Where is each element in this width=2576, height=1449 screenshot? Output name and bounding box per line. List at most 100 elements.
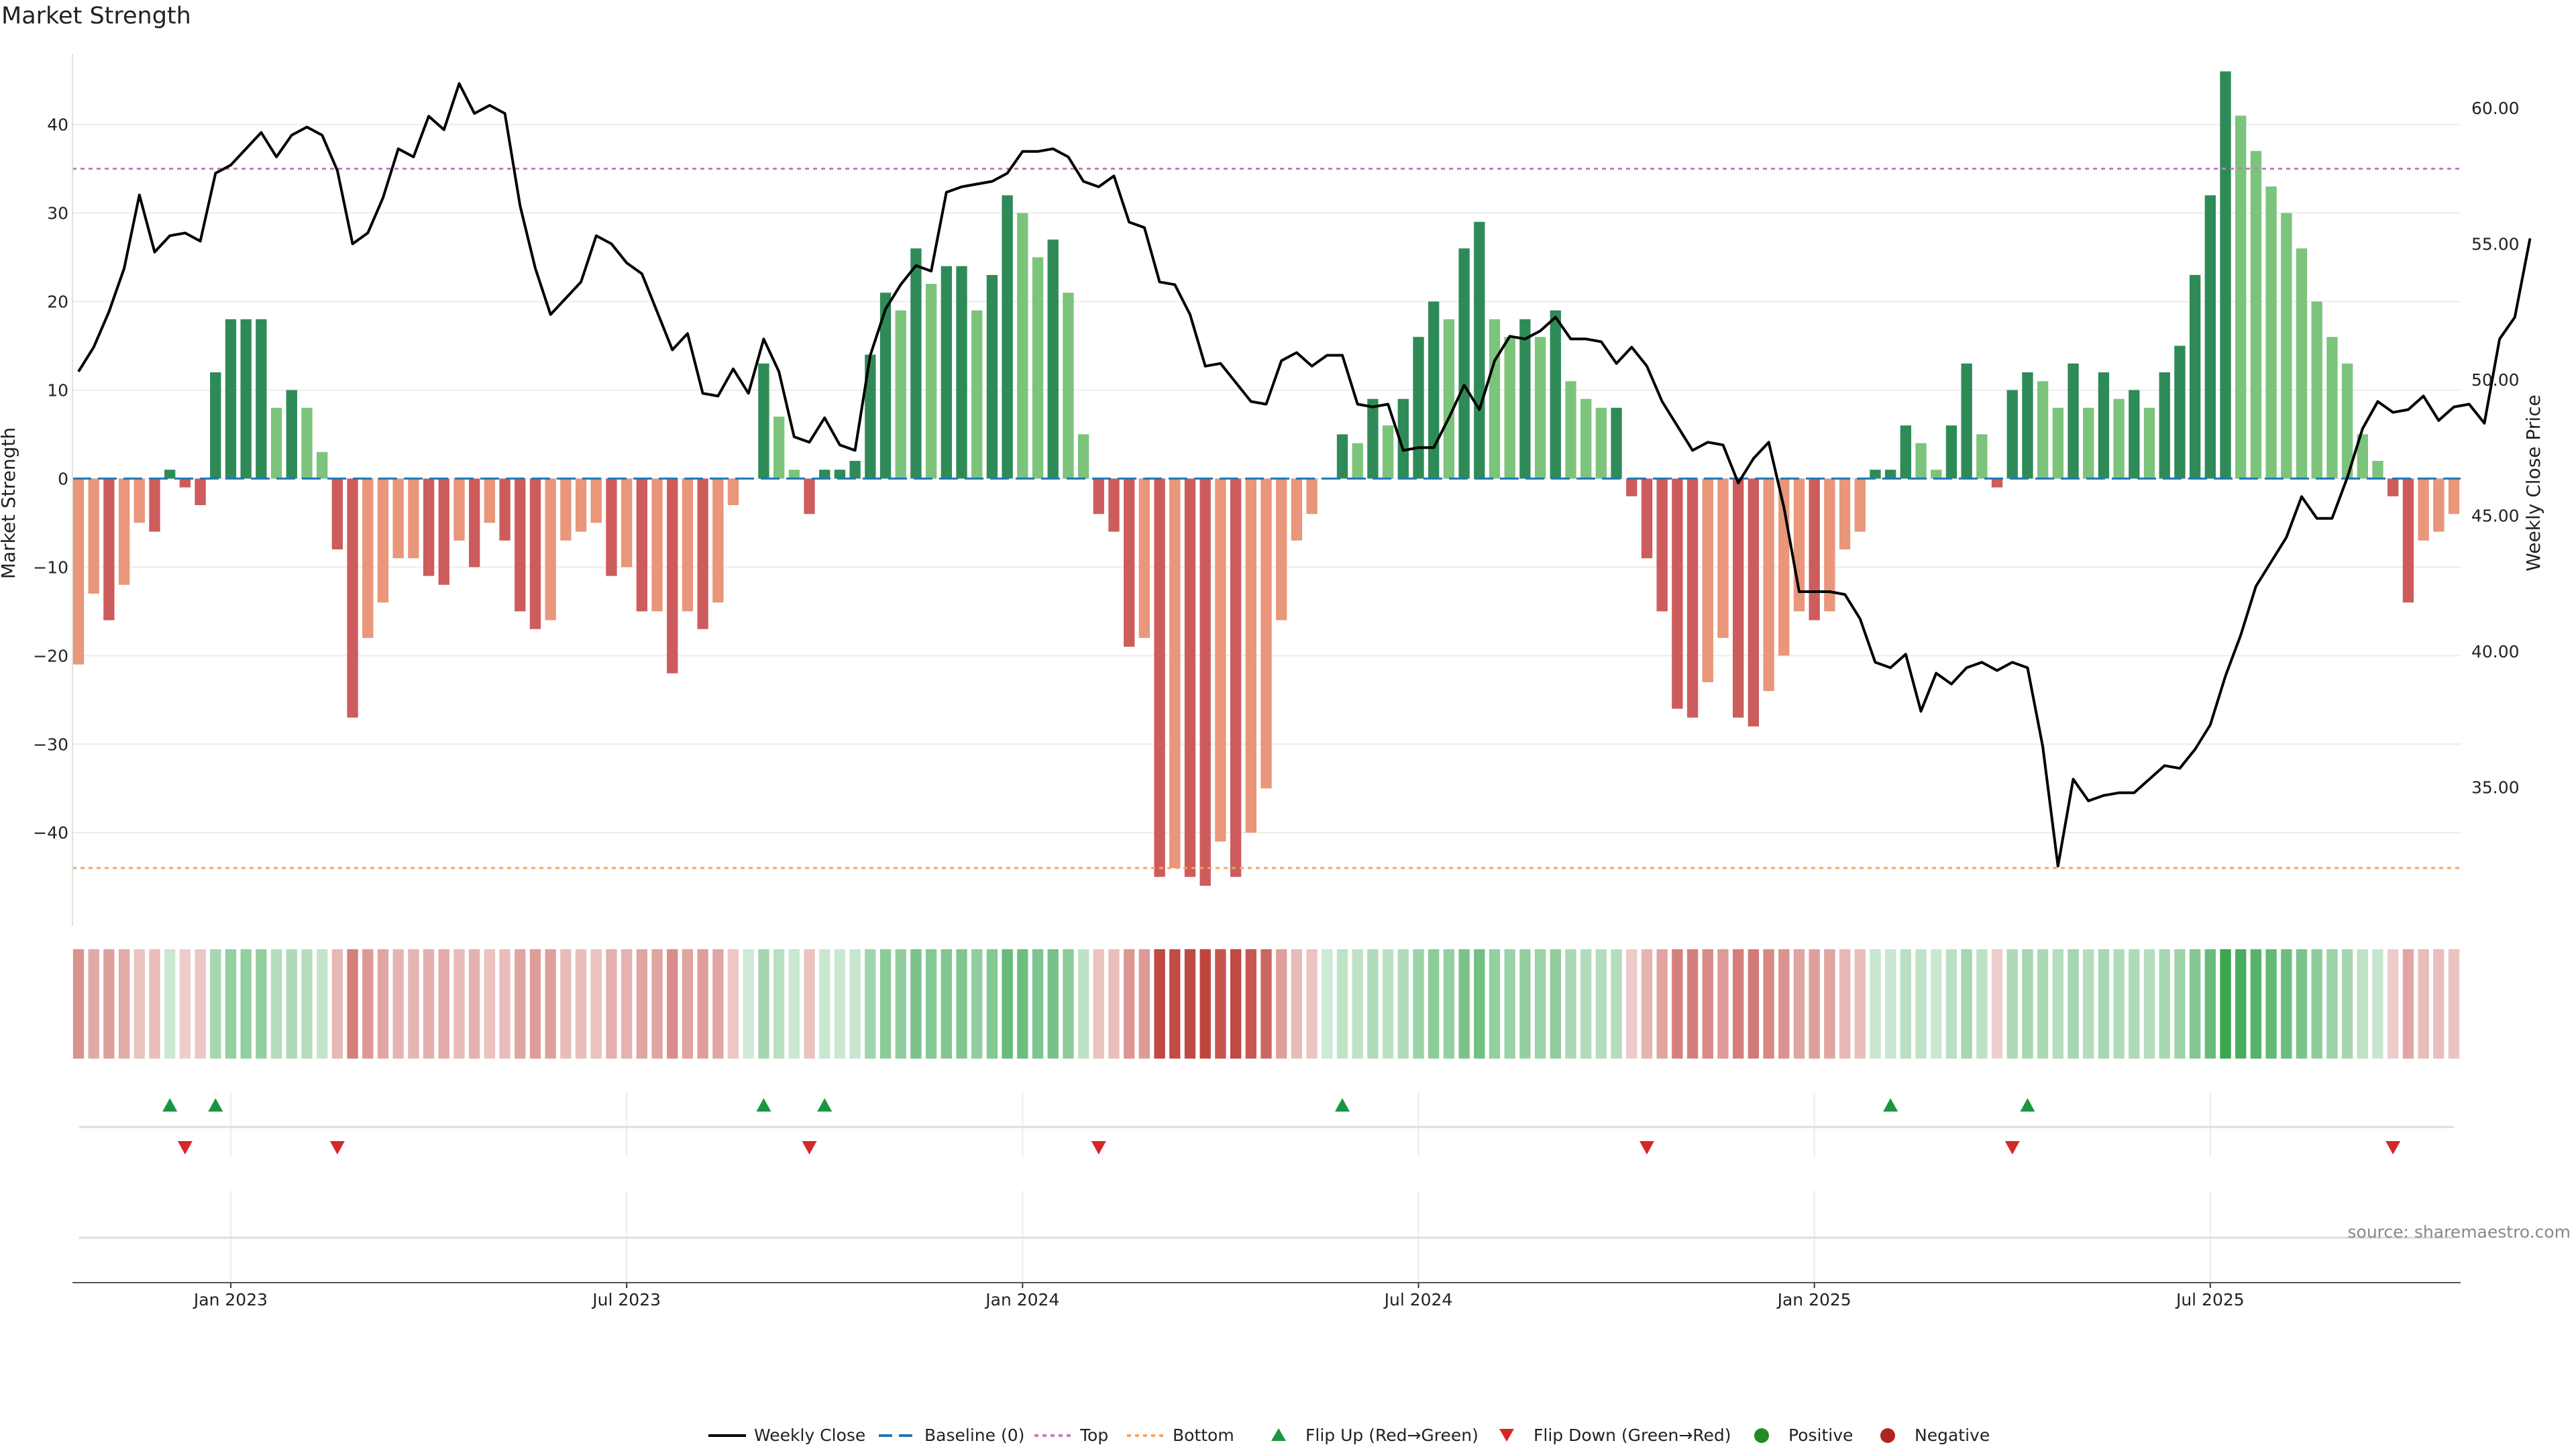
strength-bar (712, 478, 724, 603)
strength-bar (1154, 478, 1165, 877)
heat-band-cell (1063, 949, 1074, 1059)
heat-band-cell (1291, 949, 1303, 1059)
heat-band-cell (529, 949, 541, 1059)
heat-band-cell (1824, 949, 1835, 1059)
strength-bar (1580, 398, 1592, 479)
strength-bar (72, 478, 85, 665)
x-tick-label: Jan 2024 (984, 1290, 1059, 1309)
heat-band-cell (2341, 949, 2353, 1059)
strength-bar (2189, 274, 2201, 479)
heat-band-cell (2143, 949, 2155, 1059)
heat-band-cell (1915, 949, 1927, 1059)
heat-band-cell (1443, 949, 1455, 1059)
weekly-close-line (77, 82, 2532, 868)
heat-band-cell (1870, 949, 1881, 1059)
strength-bar (1063, 292, 1074, 479)
heat-band-cell (362, 949, 374, 1059)
heat-band-cell (1047, 949, 1059, 1059)
heat-band-cell (1504, 949, 1515, 1059)
strength-bar (2052, 407, 2064, 479)
flip-up-marker (756, 1098, 771, 1112)
heat-band-cell (1382, 949, 1394, 1059)
heat-band-cell (910, 949, 922, 1059)
strength-bar (2387, 478, 2399, 496)
strength-bar (164, 470, 176, 479)
heat-band-cell (2083, 949, 2094, 1059)
heat-band-cell (301, 949, 313, 1059)
heat-band-cell (1702, 949, 1713, 1059)
strength-bars (72, 71, 2460, 886)
heat-band-cell (1961, 949, 1972, 1059)
strength-bar (453, 478, 465, 541)
x-tick-label: Jul 2023 (591, 1290, 661, 1309)
chart-title: Market Strength (1, 3, 191, 30)
x-tick-label: Jul 2024 (1383, 1290, 1453, 1309)
strength-bar (1945, 425, 1957, 479)
strength-bar (697, 478, 708, 629)
strength-bar (956, 266, 967, 479)
heat-band-cell (499, 949, 511, 1059)
strength-bar (1336, 434, 1348, 479)
heat-band-cell (1199, 949, 1211, 1059)
strength-bar (2204, 195, 2216, 479)
strength-bar (1124, 478, 1135, 647)
heat-band-cell (392, 949, 404, 1059)
strength-bar (1367, 398, 1379, 479)
legend-top-label: Top (1079, 1426, 1108, 1445)
strength-bar (149, 478, 160, 532)
strength-bar (256, 319, 267, 479)
strength-bar (1032, 257, 1044, 479)
heat-band-cell (804, 949, 815, 1059)
heat-band-cell (149, 949, 160, 1059)
heat-band-cell (1260, 949, 1272, 1059)
strength-bar (804, 478, 815, 515)
heat-band-cell (1077, 949, 1089, 1059)
strength-bar (667, 478, 678, 674)
heat-band-cell (2433, 949, 2445, 1059)
strength-bar (118, 478, 130, 585)
strength-bar (1352, 443, 1363, 479)
heat-band-cell (2357, 949, 2368, 1059)
heat-band-cell (1093, 949, 1104, 1059)
heat-band-cell (1306, 949, 1318, 1059)
strength-bar (941, 266, 952, 479)
legend-flip-up-red-green-swatch (1271, 1428, 1286, 1441)
flip-up-marker (1334, 1098, 1350, 1112)
heat-band-cell (1184, 949, 1196, 1059)
flip-down-marker (1091, 1141, 1106, 1155)
heat-band-cell (2265, 949, 2277, 1059)
strength-bar (2296, 248, 2308, 479)
strength-bar (758, 363, 769, 479)
strength-bar (2402, 478, 2414, 603)
legend-top: Top (1034, 1426, 1108, 1445)
strength-bar (2418, 478, 2429, 541)
heat-band-cell (1336, 949, 1348, 1059)
heat-band-cell (2052, 949, 2064, 1059)
heat-band-cell (179, 949, 191, 1059)
heat-band-cell (1489, 949, 1501, 1059)
strength-bar (210, 372, 221, 479)
heat-band-cell (1778, 949, 1790, 1059)
strength-bar (1489, 319, 1501, 479)
source-note: source: sharemaestro.com (2347, 1222, 2571, 1242)
strength-bar (1169, 478, 1181, 869)
strength-heat-band (72, 949, 2460, 1059)
heat-band-cell (941, 949, 952, 1059)
strength-bar (392, 478, 404, 559)
strength-bar (606, 478, 617, 576)
strength-bar (1595, 407, 1607, 479)
strength-bar (1854, 478, 1866, 532)
heat-band-cell (1138, 949, 1150, 1059)
strength-bar (1413, 337, 1424, 479)
strength-bar (317, 451, 328, 479)
strength-bar (849, 461, 861, 479)
heat-band-cell (743, 949, 754, 1059)
heat-band-cell (408, 949, 419, 1059)
heat-band-cell (1428, 949, 1440, 1059)
strength-bar (195, 478, 206, 505)
y-right-axis-title: Weekly Close Price (2522, 394, 2544, 571)
heat-band-cell (2418, 949, 2429, 1059)
heat-band-cell (1793, 949, 1805, 1059)
strength-bar (971, 310, 983, 479)
